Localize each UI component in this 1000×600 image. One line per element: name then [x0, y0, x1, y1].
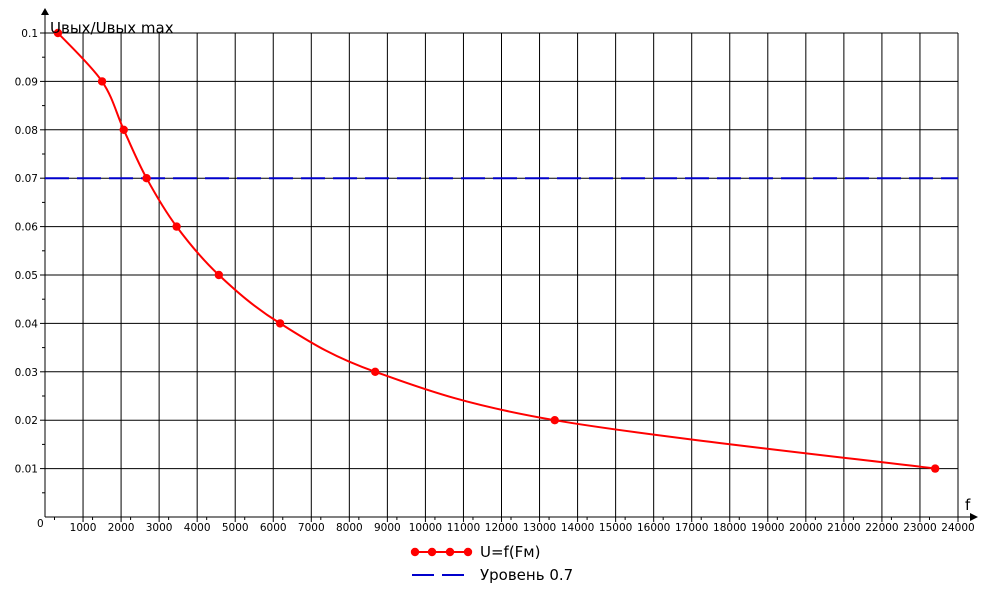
legend-marker [445, 547, 455, 557]
y-tick-label: 0.09 [15, 76, 38, 88]
x-tick-label: 18000 [713, 522, 746, 534]
grid [45, 32, 959, 517]
data-point [275, 319, 285, 328]
y-axis-title: Uвых/Uвых max [50, 19, 174, 37]
y-tick-label: 0.1 [21, 28, 38, 40]
data-point [550, 416, 559, 425]
x-tick-label: 8000 [336, 522, 363, 534]
y-tick-label: 0.06 [15, 222, 39, 234]
data-point [142, 174, 151, 183]
y-tick-label: 0.08 [15, 125, 38, 137]
x-tick-label: 12000 [485, 522, 518, 534]
tick-labels: 1000 2000 3000 4000 5000 6000 7000 8000 9000 1000… [15, 28, 975, 534]
data-point [930, 464, 940, 473]
y-tick-label: 0.07 [15, 173, 38, 185]
x-tick-label: 1000 [70, 522, 97, 534]
data-point [214, 270, 224, 280]
x-tick-label: 15000 [599, 522, 632, 534]
x-tick-label: 16000 [637, 522, 670, 534]
x-tick-label: 5000 [222, 522, 249, 534]
x-tick-label: 23000 [903, 522, 936, 534]
x-tick-label: 10000 [409, 522, 442, 534]
curve-line [57, 32, 936, 470]
x-tick-label: 3000 [146, 522, 173, 534]
y-tick-label: 0.04 [15, 318, 39, 330]
y-tick-label: 0.05 [15, 270, 38, 282]
y-axis-arrow [41, 8, 49, 15]
x-tick-label: 2000 [108, 522, 135, 534]
series-layer [45, 28, 958, 473]
x-axis-title: f [965, 496, 971, 514]
y-tick-label: 0.03 [15, 367, 38, 379]
legend-marker [410, 547, 420, 557]
axes [40, 8, 978, 522]
origin-label: 0 [37, 518, 44, 530]
data-point [119, 125, 128, 134]
data-point [371, 367, 380, 376]
y-tick-label: 0.02 [15, 415, 38, 427]
x-tick-label: 6000 [260, 522, 287, 534]
legend-label-series-1: U=f(Fм) [480, 543, 540, 561]
x-tick-label: 4000 [184, 522, 211, 534]
x-tick-label: 20000 [789, 522, 822, 534]
legend-marker [463, 547, 473, 557]
legend-label-series-2: Уровень 0.7 [480, 566, 573, 584]
data-point [97, 77, 107, 86]
legend-item-series-2: Уровень 0.7 [412, 566, 573, 584]
legend-item-series-1: U=f(Fм) [410, 543, 540, 561]
data-point [172, 222, 181, 231]
legend: U=f(Fм) Уровень 0.7 [410, 543, 573, 584]
x-axis-arrow [970, 513, 978, 521]
x-tick-label: 11000 [447, 522, 480, 534]
x-tick-label: 9000 [374, 522, 401, 534]
x-tick-label: 24000 [941, 522, 974, 534]
x-tick-label: 19000 [751, 522, 784, 534]
x-tick-label: 13000 [523, 522, 556, 534]
y-tick-label: 0.01 [15, 464, 38, 476]
legend-marker [427, 547, 437, 557]
x-tick-label: 7000 [298, 522, 325, 534]
x-tick-label: 22000 [865, 522, 898, 534]
x-tick-label: 17000 [675, 522, 708, 534]
x-tick-label: 14000 [561, 522, 594, 534]
x-tick-label: 21000 [827, 522, 860, 534]
data-point [53, 28, 63, 38]
